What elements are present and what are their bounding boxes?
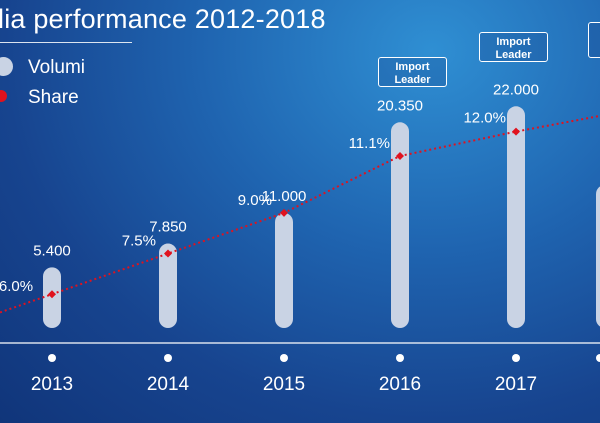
year-tick-cutoff xyxy=(596,354,600,362)
share-marker-2017 xyxy=(512,127,520,136)
year-tick-2013 xyxy=(48,354,56,362)
bar-volumi-2017 xyxy=(507,106,525,328)
share-marker-2016 xyxy=(396,151,404,160)
bar-value-label-2013: 5.400 xyxy=(33,242,71,259)
year-tick-2016 xyxy=(396,354,404,362)
share-marker-2015 xyxy=(280,208,288,217)
import-leader-badge-2017: Import Leader xyxy=(479,32,548,62)
year-label-2013: 2013 xyxy=(31,374,73,395)
share-value-label-2015: 9.0% xyxy=(238,192,272,209)
year-label-2017: 2017 xyxy=(495,374,537,395)
year-tick-2017 xyxy=(512,354,520,362)
badge-fragment-cutoff xyxy=(588,22,600,58)
share-value-label-2017: 12.0% xyxy=(463,110,506,127)
bar-value-label-2016: 20.350 xyxy=(377,97,423,114)
chart-title: lia performance 2012-2018 xyxy=(0,4,326,34)
bar-volumi-2015 xyxy=(275,213,293,328)
share-marker-2013 xyxy=(48,290,56,299)
share-marker-2014 xyxy=(164,249,172,258)
share-value-label-2013: 6.0% xyxy=(0,278,33,295)
share-value-label-2014: 7.5% xyxy=(122,233,156,250)
share-value-label-2016: 11.1% xyxy=(349,135,390,152)
year-label-2016: 2016 xyxy=(379,374,421,395)
legend-dot-share-icon xyxy=(0,90,7,102)
share-line xyxy=(0,114,600,314)
bar-volumi-cutoff xyxy=(596,186,600,327)
bar-value-label-2014: 7.850 xyxy=(149,219,187,236)
year-label-2015: 2015 xyxy=(263,374,305,395)
bar-volumi-2014 xyxy=(159,243,177,328)
bar-value-label-2017: 22.000 xyxy=(493,81,539,98)
bar-value-label-2015: 11.000 xyxy=(262,188,307,205)
legend-label-share: Share xyxy=(28,87,79,108)
legend-dot-volumi-icon xyxy=(0,57,13,76)
year-label-2014: 2014 xyxy=(147,374,190,395)
legend-label-volumi: Volumi xyxy=(28,57,86,78)
year-tick-2014 xyxy=(164,354,172,362)
title-underline xyxy=(0,42,132,43)
bar-volumi-2016 xyxy=(391,122,409,329)
import-leader-badge-2016: Import Leader xyxy=(378,57,447,87)
year-tick-2015 xyxy=(280,354,288,362)
